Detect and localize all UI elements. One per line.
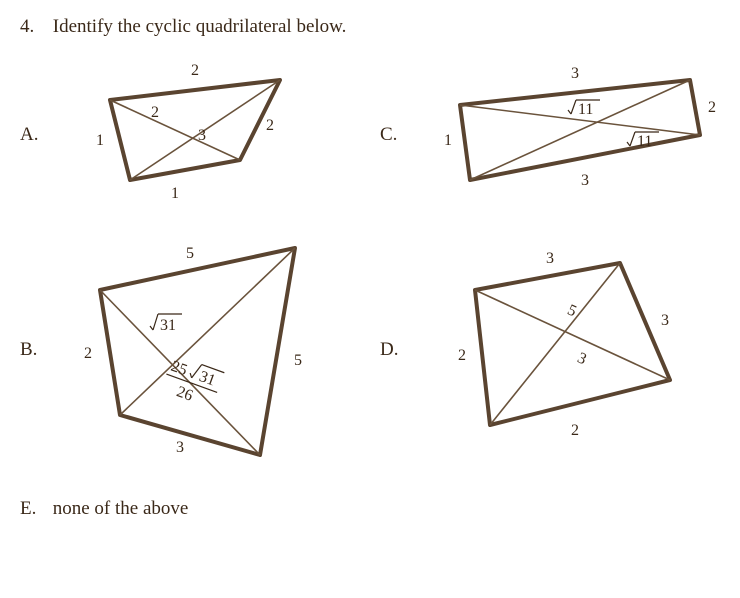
options-grid: A. 2 2 1 1 2 3 C. 3 2 3 bbox=[20, 50, 720, 470]
diag-b-2 bbox=[120, 248, 295, 415]
a-d1: 2 bbox=[151, 104, 159, 121]
c-left: 1 bbox=[444, 132, 452, 149]
option-d-label: D. bbox=[380, 339, 420, 361]
question-header: 4. Identify the cyclic quadrilateral bel… bbox=[20, 16, 720, 38]
figure-a: 2 2 1 1 2 3 bbox=[60, 50, 360, 220]
figure-b: 5 5 3 2 31 25 bbox=[60, 230, 360, 470]
option-a-label: A. bbox=[20, 124, 60, 146]
question-text: Identify the cyclic quadrilateral below. bbox=[53, 16, 347, 37]
b-d2-den: 26 bbox=[174, 383, 195, 404]
figure-c: 3 2 3 1 11 11 bbox=[420, 60, 720, 210]
d-d2: 3 bbox=[575, 349, 589, 368]
b-top: 5 bbox=[186, 245, 194, 262]
a-bottom: 1 bbox=[171, 185, 179, 202]
a-right: 2 bbox=[266, 117, 274, 134]
quad-d bbox=[475, 263, 670, 425]
a-d2: 3 bbox=[198, 127, 206, 144]
diag-a-1 bbox=[110, 100, 240, 160]
option-e: E. none of the above bbox=[20, 498, 720, 520]
c-right: 2 bbox=[708, 99, 716, 116]
d-right: 3 bbox=[661, 312, 669, 329]
option-d: D. 3 3 2 2 5 3 bbox=[380, 230, 720, 470]
c-bottom: 3 bbox=[581, 172, 589, 189]
quad-a bbox=[110, 80, 280, 180]
question-number: 4. bbox=[20, 16, 48, 38]
b-right: 5 bbox=[294, 352, 302, 369]
c-d2: 11 bbox=[637, 133, 652, 150]
a-left: 1 bbox=[96, 132, 104, 149]
option-e-text: none of the above bbox=[53, 498, 189, 519]
c-d1: 11 bbox=[578, 101, 593, 118]
d-top: 3 bbox=[546, 250, 554, 267]
option-e-label: E. bbox=[20, 498, 48, 520]
diag-d-2 bbox=[490, 263, 620, 425]
b-bottom: 3 bbox=[176, 439, 184, 456]
figure-d: 3 3 2 2 5 3 bbox=[420, 245, 720, 455]
d-left: 2 bbox=[458, 347, 466, 364]
b-d1: 31 bbox=[160, 317, 176, 334]
c-top: 3 bbox=[571, 65, 579, 82]
quad-b bbox=[100, 248, 295, 455]
a-top: 2 bbox=[191, 62, 199, 79]
b-left: 2 bbox=[84, 345, 92, 362]
option-b: B. 5 5 3 2 31 25 bbox=[20, 230, 360, 470]
option-c-label: C. bbox=[380, 124, 420, 146]
option-a: A. 2 2 1 1 2 3 bbox=[20, 50, 360, 220]
option-b-label: B. bbox=[20, 339, 60, 361]
d-bottom: 2 bbox=[571, 422, 579, 439]
option-c: C. 3 2 3 1 11 bbox=[380, 50, 720, 220]
b-d2-fraction: 25 31 26 bbox=[159, 354, 224, 412]
